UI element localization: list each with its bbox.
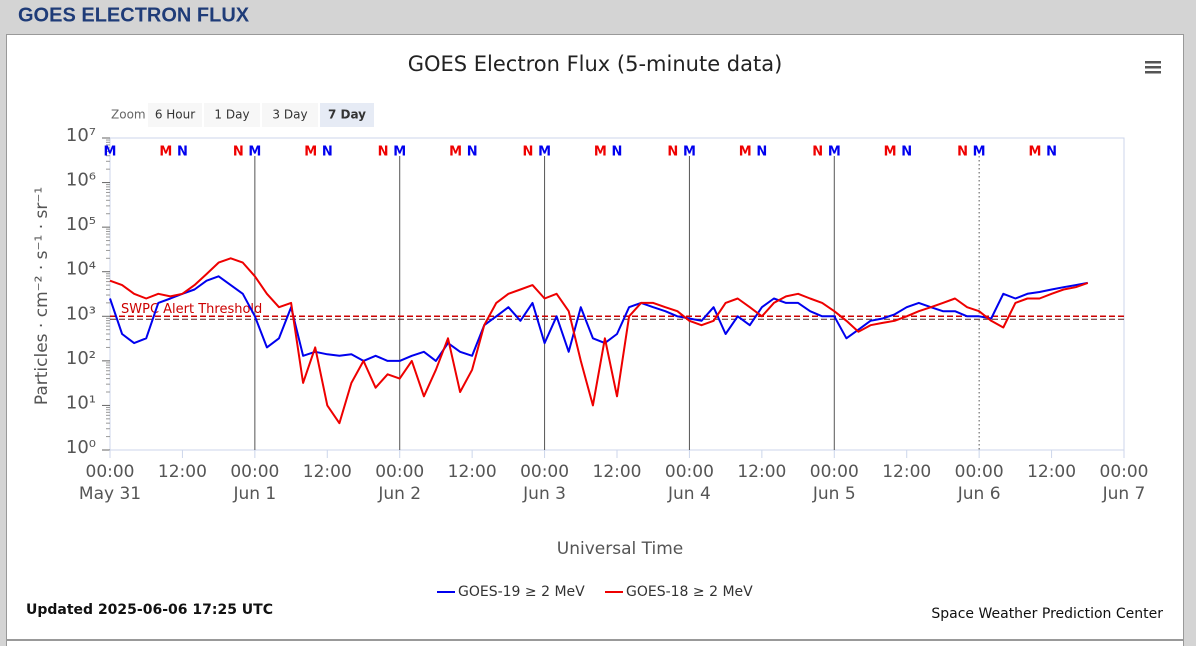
time-marker: N (322, 145, 333, 160)
zoom-button-bg (262, 103, 318, 127)
x-tick-date: Jun 1 (232, 484, 276, 504)
x-axis-title: Universal Time (557, 539, 683, 559)
zoom-buttons: 6 Hour 1 Day 3 Day 7 Day (148, 103, 374, 127)
time-marker: M (449, 145, 462, 160)
x-tick-date: Jun 4 (667, 484, 711, 504)
threshold-label: SWPC Alert Threshold (121, 302, 262, 317)
y-tick-label: 10¹ (66, 392, 96, 413)
time-marker: M (393, 145, 406, 160)
time-marker: N (812, 145, 823, 160)
zoom-button[interactable]: 1 Day (204, 103, 260, 127)
time-marker: M (739, 145, 752, 160)
x-tick-date: May 31 (79, 484, 141, 504)
time-marker: N (378, 145, 389, 160)
x-tick-label: 00:00 (520, 462, 569, 482)
x-tick-date: Jun 7 (1102, 484, 1146, 504)
zoom-button[interactable]: 3 Day (262, 103, 318, 127)
time-marker: M (104, 145, 117, 160)
chart-panel (6, 34, 1184, 640)
time-marker: N (901, 145, 912, 160)
x-tick-label: 12:00 (882, 462, 931, 482)
time-marker: M (1029, 145, 1042, 160)
zoom-button[interactable]: 6 Hour (148, 103, 202, 127)
y-tick-label: 10⁰ (66, 437, 96, 458)
time-marker: M (248, 145, 261, 160)
lower-panel (6, 640, 1184, 646)
zoom-button-label: 1 Day (214, 108, 249, 122)
time-marker: M (973, 145, 986, 160)
time-marker: M (828, 145, 841, 160)
series-line (109, 275, 1088, 362)
x-tick-label: 12:00 (303, 462, 352, 482)
page-title: GOES ELECTRON FLUX (18, 4, 250, 26)
time-marker: M (538, 145, 551, 160)
menu-button[interactable] (1145, 61, 1161, 74)
y-tick-label: 10⁷ (66, 125, 96, 146)
time-marker: N (667, 145, 678, 160)
y-tick-label: 10⁵ (66, 214, 96, 235)
x-tick-label: 12:00 (1027, 462, 1076, 482)
x-tick-label: 00:00 (86, 462, 135, 482)
x-tick-label: 00:00 (955, 462, 1004, 482)
time-marker: N (467, 145, 478, 160)
zoom-button-bg (204, 103, 260, 127)
zoom-label: Zoom (111, 108, 146, 122)
time-marker: N (523, 145, 534, 160)
y-tick-label: 10² (66, 348, 96, 369)
time-marker: M (159, 145, 172, 160)
x-tick-date: Jun 5 (812, 484, 856, 504)
updated-note: Updated 2025-06-06 17:25 UTC (26, 602, 273, 618)
time-marker: N (177, 145, 188, 160)
y-tick-label: 10⁶ (66, 170, 96, 191)
x-tick-date: Jun 6 (957, 484, 1001, 504)
menu-bar (1145, 71, 1161, 74)
x-tick-date: Jun 2 (377, 484, 421, 504)
x-tick-label: 12:00 (737, 462, 786, 482)
menu-bar (1145, 66, 1161, 69)
x-tick-label: 00:00 (375, 462, 424, 482)
zoom-button[interactable]: 7 Day (320, 103, 374, 127)
x-tick-label: 00:00 (665, 462, 714, 482)
x-tick-label: 12:00 (158, 462, 207, 482)
chart-title: GOES Electron Flux (5-minute data) (408, 52, 783, 76)
x-tick-label: 12:00 (593, 462, 642, 482)
y-tick-label: 10³ (66, 303, 96, 324)
time-marker: M (683, 145, 696, 160)
y-tick-label: 10⁴ (66, 259, 96, 280)
zoom-button-label: 6 Hour (155, 108, 195, 122)
x-tick-label: 00:00 (810, 462, 859, 482)
legend-item[interactable]: GOES-19 ≥ 2 MeV (437, 584, 585, 600)
time-marker: M (594, 145, 607, 160)
zoom-button-label: 3 Day (272, 108, 307, 122)
x-tick-label: 12:00 (448, 462, 497, 482)
x-tick-label: 00:00 (230, 462, 279, 482)
legend-label: GOES-18 ≥ 2 MeV (626, 584, 753, 600)
time-marker: N (957, 145, 968, 160)
time-marker: N (612, 145, 623, 160)
time-marker: N (233, 145, 244, 160)
credit: Space Weather Prediction Center (931, 606, 1163, 622)
y-axis-title: Particles · cm⁻² · s⁻¹ · sr⁻¹ (32, 187, 52, 405)
time-marker: M (304, 145, 317, 160)
x-tick-label: 00:00 (1100, 462, 1149, 482)
series-line (109, 257, 1089, 425)
time-marker: N (1046, 145, 1057, 160)
legend-label: GOES-19 ≥ 2 MeV (458, 584, 585, 600)
x-tick-date: Jun 3 (522, 484, 566, 504)
zoom-button-label: 7 Day (328, 108, 366, 122)
legend-item[interactable]: GOES-18 ≥ 2 MeV (605, 584, 753, 600)
zoom-button-bg (320, 103, 374, 127)
menu-bar (1145, 61, 1161, 64)
time-marker: M (884, 145, 897, 160)
time-marker: N (756, 145, 767, 160)
zoom-button-bg (148, 103, 202, 127)
